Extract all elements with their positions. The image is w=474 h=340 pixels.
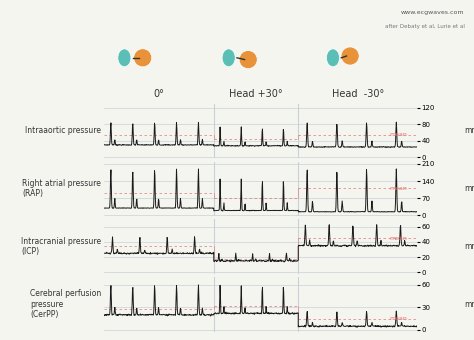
Text: Intraaortic pressure: Intraaortic pressure	[25, 126, 101, 135]
Text: mean: mean	[389, 132, 407, 137]
Text: Head +30°: Head +30°	[229, 89, 283, 99]
Text: mean: mean	[389, 316, 407, 321]
Text: 0°: 0°	[154, 89, 164, 99]
Text: Intracranial pressure
(ICP): Intracranial pressure (ICP)	[21, 237, 101, 256]
Text: mmHg: mmHg	[464, 300, 474, 309]
Text: Cerebral perfusion
pressure
(CerPP): Cerebral perfusion pressure (CerPP)	[30, 289, 101, 319]
Text: www.ecgwaves.com: www.ecgwaves.com	[401, 10, 465, 15]
Text: Head  -30°: Head -30°	[331, 89, 384, 99]
Ellipse shape	[118, 49, 131, 67]
Text: Right atrial pressure
(RAP): Right atrial pressure (RAP)	[22, 179, 101, 199]
Text: after Debaty et al, Lurie et al: after Debaty et al, Lurie et al	[384, 24, 465, 29]
Ellipse shape	[327, 49, 339, 67]
Ellipse shape	[222, 49, 235, 67]
Text: mmHg: mmHg	[464, 184, 474, 193]
Text: mmHg: mmHg	[464, 242, 474, 251]
Text: mean: mean	[389, 186, 407, 191]
Text: mean: mean	[389, 236, 407, 241]
Circle shape	[134, 49, 152, 67]
Circle shape	[239, 51, 257, 69]
Circle shape	[341, 47, 359, 65]
Text: mmHg: mmHg	[464, 126, 474, 135]
